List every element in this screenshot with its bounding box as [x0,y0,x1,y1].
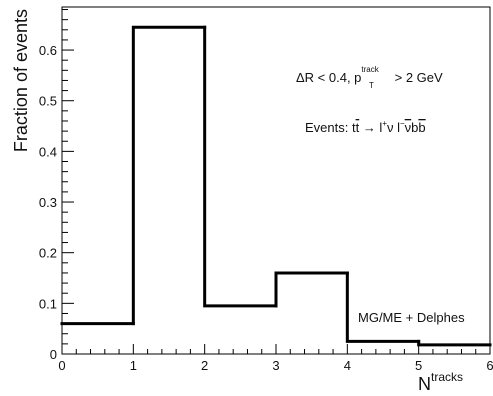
annotation-events-bbar: b [418,120,425,135]
x-tick-label: 4 [344,358,351,373]
annotation-cuts-dr: ΔR < 0.4, p [296,70,361,85]
x-axis-title-main: N [418,374,431,394]
y-tick-label: 0.3 [39,195,57,210]
annotation-cuts-threshold: > 2 GeV [391,70,443,85]
histogram-series [60,25,492,347]
y-tick-label: 0.5 [39,94,57,109]
y-tick-label: 0 [50,347,57,362]
x-tick-label: 6 [486,358,493,373]
y-axis: 0 0.1 0.2 0.3 0.4 0.5 0.6 [39,9,74,362]
annotation-events: Events: tt → l+ν l−νbb [305,119,426,135]
x-axis-title-sup: tracks [431,370,463,384]
y-tick-label: 0.4 [39,144,57,159]
x-tick-label: 3 [272,358,279,373]
annotation-events-arrow: → l [359,120,382,135]
annotation-events-tbar: t [356,120,360,135]
histogram-bin [203,25,278,308]
histogram-bin [274,271,349,308]
annotation-cuts: ΔR < 0.4, ptrack T > 2 GeV [296,65,443,90]
x-axis: 0 1 2 3 4 5 6 [58,344,493,373]
annotation-cuts-pt-sup: track [361,65,379,74]
annotation-events-lplus: + [382,119,387,128]
y-tick-label: 0.6 [39,43,57,58]
histogram-bin [417,339,492,347]
annotation-cuts-pt-sub: T [369,81,374,90]
x-tick-label: 1 [130,358,137,373]
annotation-events-lminus: − [400,119,405,128]
x-axis-title: Ntracks [418,370,463,394]
x-tick-label: 0 [58,358,65,373]
annotation-events-prefix: Events: t [305,120,356,135]
annotation-events-b: b [411,120,418,135]
x-tick-label: 5 [415,358,422,373]
y-tick-label: 0.2 [39,246,57,261]
y-axis-title: Fraction of events [11,9,31,152]
x-tick-label: 2 [201,358,208,373]
histogram-bin [345,271,421,343]
annotation-events-nubar: ν [405,120,412,135]
y-tick-label: 0.1 [39,296,57,311]
annotation-generator: MG/ME + Delphes [358,310,465,325]
histogram-bin [131,25,207,326]
annotation-events-nu: ν l [387,120,400,135]
